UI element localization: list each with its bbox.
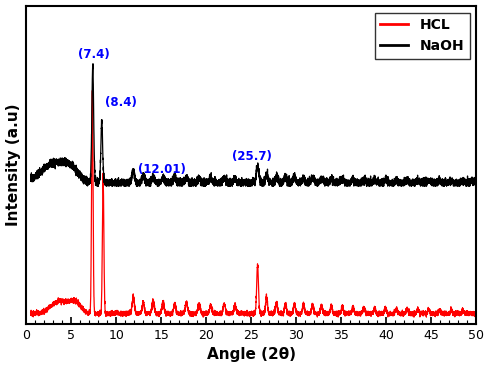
- HCL: [50, 301, 56, 306]
- Y-axis label: Intensity (a.u): Intensity (a.u): [5, 103, 21, 226]
- HCL: [311, 311, 317, 316]
- Line: NaOH: NaOH: [30, 64, 476, 186]
- NaOH: [311, 178, 317, 182]
- HCL: [358, 311, 364, 315]
- NaOH: [90, 61, 96, 66]
- HCL: [473, 312, 479, 316]
- NaOH: [358, 180, 364, 185]
- NaOH: [292, 178, 297, 183]
- HCL: [27, 311, 33, 315]
- NaOH: [382, 177, 388, 181]
- HCL: [89, 88, 95, 93]
- X-axis label: Angle (2θ): Angle (2θ): [207, 347, 296, 362]
- Text: (7.4): (7.4): [78, 47, 110, 61]
- NaOH: [94, 184, 100, 188]
- Text: (12.01): (12.01): [138, 163, 186, 176]
- HCL: [382, 307, 388, 312]
- Legend: HCL, NaOH: HCL, NaOH: [375, 13, 469, 59]
- NaOH: [473, 182, 479, 186]
- HCL: [292, 302, 297, 306]
- NaOH: [189, 183, 195, 188]
- Line: HCL: HCL: [30, 91, 476, 317]
- Text: (8.4): (8.4): [105, 96, 137, 109]
- HCL: [200, 315, 206, 319]
- HCL: [189, 310, 195, 315]
- NaOH: [50, 162, 56, 166]
- Text: (25.7): (25.7): [232, 150, 272, 163]
- NaOH: [27, 173, 33, 177]
